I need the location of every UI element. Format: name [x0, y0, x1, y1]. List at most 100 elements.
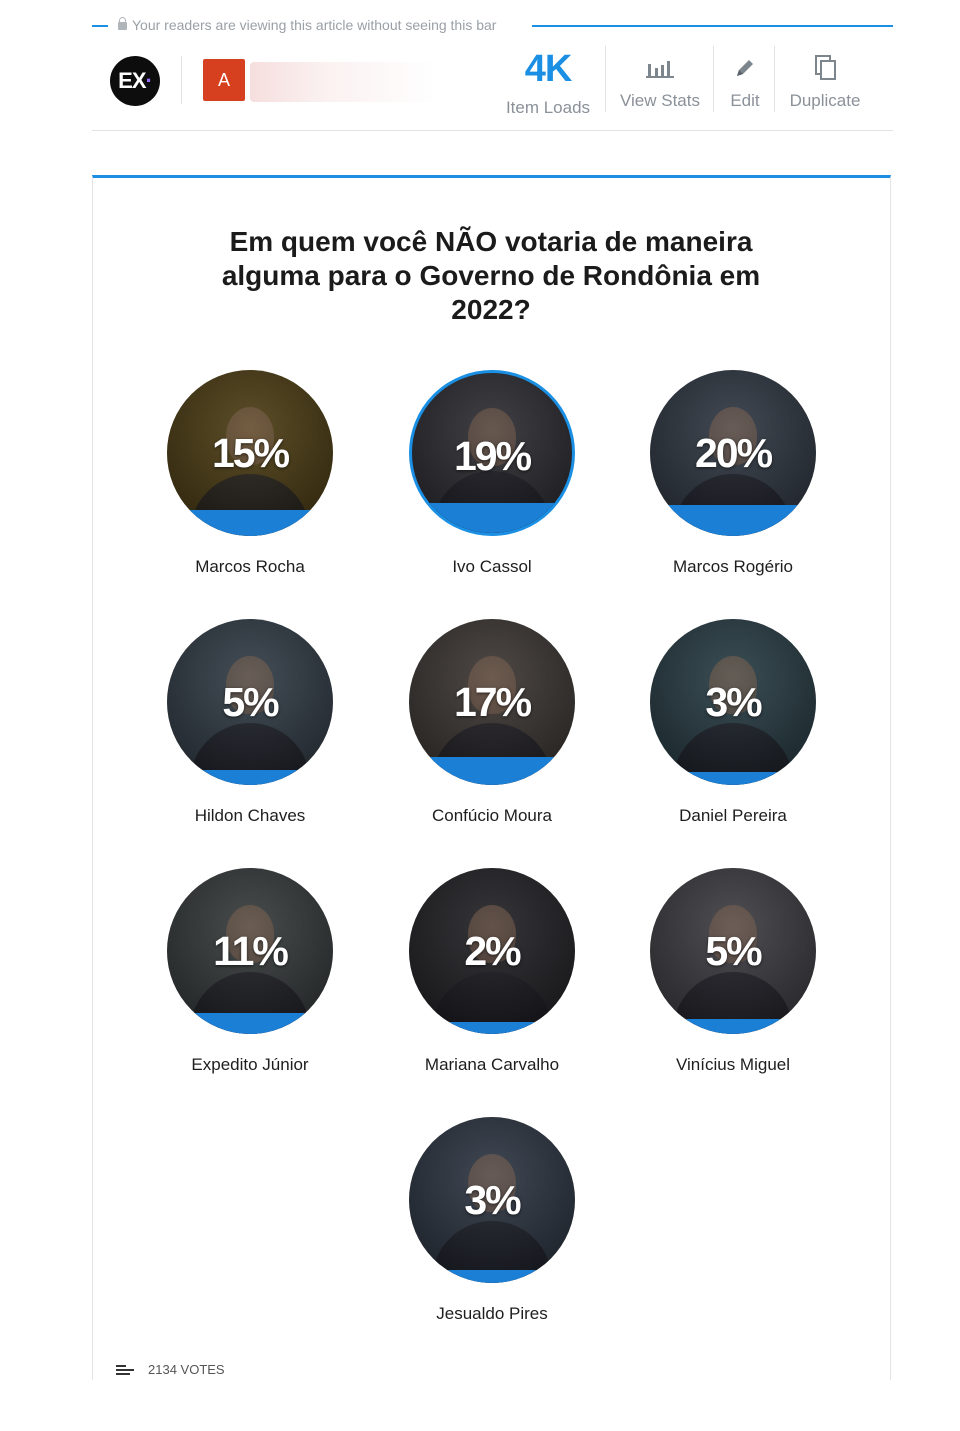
poll-option[interactable]: 19% Ivo Cassol — [382, 370, 602, 577]
result-bar — [167, 510, 333, 536]
candidate-photo[interactable]: 19% — [409, 370, 575, 536]
result-bar — [650, 772, 816, 785]
poll-option[interactable]: 3% Daniel Pereira — [623, 619, 843, 826]
candidate-name: Hildon Chaves — [194, 806, 306, 825]
photo-overlay — [167, 370, 333, 536]
result-percent: 3% — [464, 1177, 521, 1223]
candidate-photo[interactable]: 11% — [167, 868, 333, 1034]
poll-option[interactable]: 2% Mariana Carvalho — [382, 868, 602, 1075]
edit-button[interactable]: Edit — [720, 48, 770, 111]
brand-logo[interactable]: EX · — [110, 56, 160, 106]
candidate-photo[interactable]: 5% — [167, 619, 333, 785]
poll-option[interactable]: 20% Marcos Rogério — [623, 370, 843, 577]
candidate-name: Expedito Júnior — [191, 1055, 309, 1074]
candidate-photo[interactable]: 17% — [409, 619, 575, 785]
poll-question: Em quem você NÃO votaria de maneira algu… — [221, 226, 761, 325]
candidate-name: Marcos Rogério — [673, 557, 793, 576]
candidate-photo[interactable]: 5% — [650, 868, 816, 1034]
candidate-photo[interactable]: 15% — [167, 370, 333, 536]
candidate-name: Confúcio Moura — [431, 806, 552, 825]
top-accent-line — [92, 25, 893, 27]
result-percent: 17% — [453, 679, 532, 725]
result-bar — [650, 1019, 816, 1034]
candidate-photo[interactable]: 3% — [409, 1117, 575, 1283]
portrait-head — [468, 1153, 516, 1212]
result-bar — [412, 503, 572, 533]
portrait-head — [226, 655, 274, 714]
result-percent: 20% — [694, 430, 773, 476]
header-divider — [92, 130, 893, 131]
divider — [605, 46, 606, 112]
edit-label: Edit — [730, 91, 760, 110]
candidate-photo[interactable]: 20% — [650, 370, 816, 536]
votes-count: 2134 VOTES — [116, 1362, 225, 1377]
portrait-head — [709, 904, 757, 963]
poll-option[interactable]: 11% Expedito Júnior — [140, 868, 360, 1075]
item-loads-label: Item Loads — [505, 98, 591, 117]
duplicate-icon — [782, 48, 868, 88]
result-percent: 5% — [705, 928, 762, 974]
candidate-name: Vinícius Miguel — [675, 1055, 791, 1074]
portrait-head — [468, 408, 516, 467]
poll-option[interactable]: 3% Jesualdo Pires — [382, 1117, 602, 1324]
portrait-head — [226, 406, 274, 465]
result-bar — [409, 1022, 575, 1034]
result-bar — [167, 1013, 333, 1034]
result-percent: 2% — [464, 928, 521, 974]
poll-option[interactable]: 5% Hildon Chaves — [140, 619, 360, 826]
accent-line-left — [92, 25, 108, 27]
candidate-name: Mariana Carvalho — [424, 1055, 560, 1074]
poll-option[interactable]: 15% Marcos Rocha — [140, 370, 360, 577]
view-stats-button[interactable]: View Stats — [614, 48, 706, 111]
result-bar — [409, 1270, 575, 1283]
results-icon — [116, 1364, 134, 1376]
photo-overlay — [409, 868, 575, 1034]
candidate-name: Jesualdo Pires — [436, 1304, 548, 1323]
result-bar — [650, 505, 816, 536]
portrait-head — [468, 904, 516, 963]
photo-overlay — [167, 619, 333, 785]
item-loads-value: 4K — [524, 48, 573, 90]
preview-notice: Your readers are viewing this article wi… — [118, 17, 496, 33]
candidate-name: Daniel Pereira — [679, 806, 787, 825]
poll-option[interactable]: 17% Confúcio Moura — [382, 619, 602, 826]
divider — [774, 46, 775, 112]
result-bar — [409, 757, 575, 785]
blurred-user-name — [250, 62, 436, 102]
result-percent: 11% — [213, 928, 289, 974]
candidate-name: Ivo Cassol — [452, 557, 532, 576]
photo-overlay — [409, 1117, 575, 1283]
lock-icon — [118, 17, 127, 30]
candidate-photo[interactable]: 2% — [409, 868, 575, 1034]
result-bar — [167, 770, 333, 785]
divider — [713, 46, 714, 112]
portrait-head — [468, 655, 516, 714]
votes-label: 2134 VOTES — [148, 1362, 225, 1377]
poll-option[interactable]: 5% Vinícius Miguel — [623, 868, 843, 1075]
photo-overlay — [167, 868, 333, 1034]
portrait-head — [709, 655, 757, 714]
divider — [181, 56, 182, 104]
item-loads-stat: 4K Item Loads — [500, 48, 596, 118]
result-percent: 3% — [705, 679, 762, 725]
view-stats-label: View Stats — [619, 91, 700, 110]
portrait-head — [226, 904, 274, 963]
candidate-photo[interactable]: 3% — [650, 619, 816, 785]
logo-dot: · — [145, 68, 153, 93]
bar-chart-icon — [614, 48, 706, 88]
poll-card — [92, 175, 891, 1380]
logo-text: EX — [118, 68, 146, 93]
user-avatar[interactable]: A — [203, 59, 245, 101]
result-percent: 5% — [222, 679, 279, 725]
preview-notice-text: Your readers are viewing this article wi… — [132, 17, 497, 33]
pencil-icon — [720, 48, 770, 88]
duplicate-button[interactable]: Duplicate — [782, 48, 868, 111]
duplicate-label: Duplicate — [789, 91, 861, 110]
result-percent: 15% — [211, 430, 290, 476]
photo-overlay — [650, 619, 816, 785]
portrait-head — [709, 406, 757, 465]
photo-overlay — [650, 868, 816, 1034]
accent-line-right — [532, 25, 893, 27]
candidate-name: Marcos Rocha — [195, 557, 305, 576]
result-percent: 19% — [453, 433, 532, 479]
